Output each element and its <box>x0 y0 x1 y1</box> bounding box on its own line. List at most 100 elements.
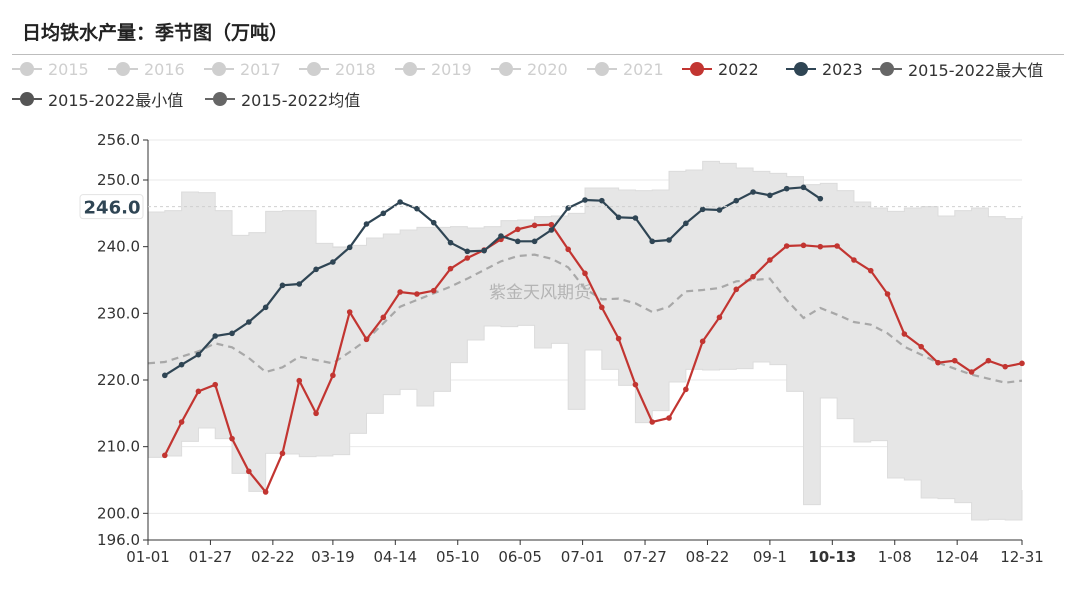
data-point-2023 <box>296 281 303 287</box>
legend-label: 2019 <box>431 59 472 79</box>
series-line-2023 <box>164 186 821 377</box>
title-divider <box>12 54 1064 55</box>
legend-symbol-icon <box>299 58 329 80</box>
y-tick-label: 210.0 <box>97 438 140 456</box>
data-point-2022 <box>867 267 874 274</box>
legend-item-2020[interactable]: 2020 <box>491 58 568 80</box>
legend-label: 2020 <box>527 59 568 79</box>
legend-item-2023[interactable]: 2023 <box>786 58 863 80</box>
y-tick-label: 250.0 <box>97 171 140 189</box>
legend-symbol-icon <box>682 58 712 80</box>
y-pointer: 246.0 <box>79 194 1022 220</box>
legend-item-2018[interactable]: 2018 <box>299 58 376 80</box>
legend-label: 2016 <box>144 59 185 79</box>
data-point-2023 <box>380 210 387 217</box>
data-point-2022 <box>901 331 908 337</box>
data-point-2022 <box>296 377 303 384</box>
data-point-2022 <box>1019 360 1025 367</box>
data-point-2022 <box>397 289 403 295</box>
data-point-2023 <box>514 238 521 245</box>
data-point-2022 <box>330 372 336 379</box>
y-tick-label: 196.0 <box>97 531 140 549</box>
data-point-2023 <box>162 372 168 379</box>
data-point-2022 <box>414 291 420 297</box>
data-point-2022 <box>851 257 857 263</box>
legend-item-2021[interactable]: 2021 <box>587 58 664 80</box>
legend-symbol-icon <box>587 58 617 80</box>
data-point-2023 <box>195 351 202 358</box>
legend-item-2022[interactable]: 2022 <box>682 58 759 80</box>
data-point-2022 <box>767 257 773 263</box>
band-area <box>148 161 1022 521</box>
data-point-2023 <box>733 197 740 204</box>
legend-symbol-icon <box>204 58 234 80</box>
legend-item-2016[interactable]: 2016 <box>108 58 185 80</box>
y-tick-label: 230.0 <box>97 304 140 322</box>
data-point-2023 <box>246 319 252 325</box>
x-tick-label: 05-10 <box>436 548 480 566</box>
data-point-2023 <box>414 205 420 212</box>
data-point-2022 <box>363 336 370 343</box>
legend-label: 2018 <box>335 59 376 79</box>
legend-item-2019[interactable]: 2019 <box>395 58 472 80</box>
legend-label: 2015-2022均值 <box>241 91 361 110</box>
data-point-2022 <box>548 221 555 228</box>
data-point-2022 <box>599 304 605 311</box>
max-min-band <box>148 160 1023 521</box>
data-point-2023 <box>666 237 672 243</box>
data-point-2023 <box>683 220 689 227</box>
legend-symbol-icon <box>108 58 138 80</box>
data-point-2023 <box>447 239 454 246</box>
data-point-2022 <box>783 243 790 249</box>
data-point-2022 <box>884 291 891 297</box>
series-line-min <box>148 324 1023 521</box>
data-point-2022 <box>447 265 454 272</box>
data-point-2022 <box>935 359 941 366</box>
data-point-2023 <box>178 361 185 368</box>
series-layer <box>147 184 1025 495</box>
data-point-2023 <box>565 205 571 211</box>
data-point-2022 <box>985 357 992 364</box>
x-tick-label: 07-01 <box>561 548 605 566</box>
legend-label: 2015-2022最小值 <box>48 91 184 110</box>
x-tick-label: 01-01 <box>126 548 170 566</box>
data-point-2023 <box>632 215 639 221</box>
data-point-2023 <box>464 248 471 255</box>
data-point-2023 <box>716 207 723 213</box>
y-tick-label: 256.0 <box>97 131 140 149</box>
x-tick-label: 09-1 <box>753 548 787 566</box>
data-point-2023 <box>481 247 487 254</box>
legend-item-2015[interactable]: 2015 <box>12 58 89 80</box>
y-tick-label: 220.0 <box>97 371 140 389</box>
x-tick-label: 07-27 <box>623 548 667 566</box>
data-point-2023 <box>262 304 269 311</box>
legend-symbol-icon <box>205 88 235 110</box>
legend-symbol-icon <box>12 58 42 80</box>
data-point-2022 <box>430 287 437 294</box>
page-title: 日均铁水产量：季节图（万吨） <box>22 22 289 44</box>
legend-item-2015-2022最小值[interactable]: 2015-2022最小值 <box>12 88 183 110</box>
data-point-2022 <box>834 243 840 249</box>
axes: 196.0 200.0 210.0 220.0 230.0 240.0 250.0 256.0… <box>97 131 1044 566</box>
legend-item-2015-2022均值[interactable]: 2015-2022均值 <box>205 88 360 110</box>
data-point-2023 <box>229 330 235 337</box>
data-point-2022 <box>800 242 807 249</box>
data-point-2023 <box>783 185 790 192</box>
data-point-2022 <box>195 388 202 395</box>
legend-label: 2015-2022最大值 <box>908 61 1044 80</box>
series-line-max <box>148 160 1023 248</box>
data-point-2022 <box>178 419 185 425</box>
data-point-2022 <box>750 273 756 280</box>
data-point-2023 <box>397 199 403 205</box>
data-point-2023 <box>615 214 622 221</box>
legend-symbol-icon <box>395 58 425 80</box>
legend-item-2017[interactable]: 2017 <box>204 58 281 80</box>
data-point-2022 <box>951 357 958 364</box>
legend-item-2015-2022最大值[interactable]: 2015-2022最大值 <box>872 58 1043 80</box>
data-point-2022 <box>615 335 622 342</box>
data-point-2022 <box>246 468 252 475</box>
data-point-2023 <box>313 266 319 273</box>
data-point-2023 <box>649 238 656 245</box>
data-point-2022 <box>632 381 639 388</box>
data-point-2022 <box>464 255 471 261</box>
